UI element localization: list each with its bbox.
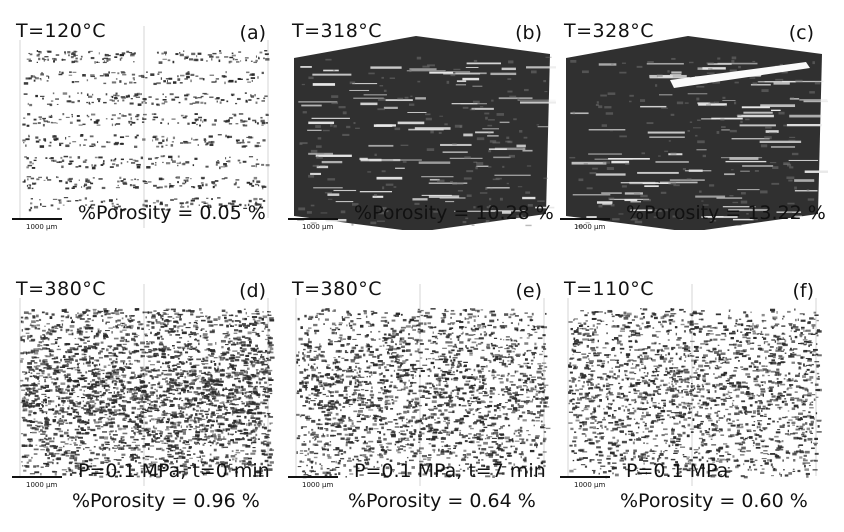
temperature-label: T=110°C (564, 278, 655, 300)
scale-bar (560, 218, 610, 220)
panel-letter: (b) (515, 22, 542, 44)
porosity-caption: %Porosity = 10.28 % (354, 202, 554, 224)
temperature-label: T=328°C (564, 20, 655, 42)
panel-e: T=380°C (e) 1000 μm P=0.1 MPa, t=7 min %… (288, 268, 556, 524)
scale-bar-label: 1000 μm (26, 481, 58, 489)
porosity-caption: %Porosity = 0.05 % (78, 202, 266, 224)
temperature-label: T=120°C (16, 20, 107, 42)
panel-f: T=110°C (f) 1000 μm P=0.1 MPa %Porosity … (560, 268, 828, 524)
panel-a: T=120°C (a) 1000 μm %Porosity = 0.05 % (12, 10, 280, 266)
ct-render-d (19, 284, 275, 486)
ct-render-b (294, 36, 556, 230)
panel-c: T=328°C (c) 1000 μm %Porosity = 13.22 % (560, 10, 828, 266)
condition-caption: P=0.1 MPa, t=7 min (354, 460, 546, 482)
temperature-label: T=380°C (292, 278, 383, 300)
scale-bar (12, 218, 62, 220)
scale-bar (288, 476, 338, 478)
scale-bar (288, 218, 338, 220)
scale-bar-label: 1000 μm (574, 223, 606, 231)
condition-caption: P=0.1 MPa (626, 460, 729, 482)
temperature-label: T=318°C (292, 20, 383, 42)
temperature-label: T=380°C (16, 278, 107, 300)
ct-render-f (567, 284, 822, 486)
scale-bar-label: 1000 μm (302, 223, 334, 231)
panel-b: T=318°C (b) 1000 μm %Porosity = 10.28 % (288, 10, 556, 266)
panel-letter: (f) (792, 280, 814, 302)
scale-bar-label: 1000 μm (302, 481, 334, 489)
scale-bar-label: 1000 μm (26, 223, 58, 231)
ct-render-c (566, 36, 828, 230)
porosity-caption: %Porosity = 0.64 % (348, 490, 536, 512)
ct-render-e (295, 284, 551, 486)
panel-letter: (d) (239, 280, 266, 302)
porosity-caption: %Porosity = 0.96 % (72, 490, 260, 512)
panel-letter: (a) (239, 22, 266, 44)
ct-render-a (19, 26, 270, 228)
panel-letter: (c) (788, 22, 814, 44)
panel-d: T=380°C (d) 1000 μm P=0.1 MPa, t=0 min %… (12, 268, 280, 524)
panel-letter: (e) (515, 280, 542, 302)
condition-caption: P=0.1 MPa, t=0 min (78, 460, 270, 482)
porosity-caption: %Porosity = 0.60 % (620, 490, 808, 512)
scale-bar-label: 1000 μm (574, 481, 606, 489)
scale-bar (560, 476, 610, 478)
scale-bar (12, 476, 62, 478)
porosity-caption: %Porosity = 13.22 % (626, 202, 826, 224)
